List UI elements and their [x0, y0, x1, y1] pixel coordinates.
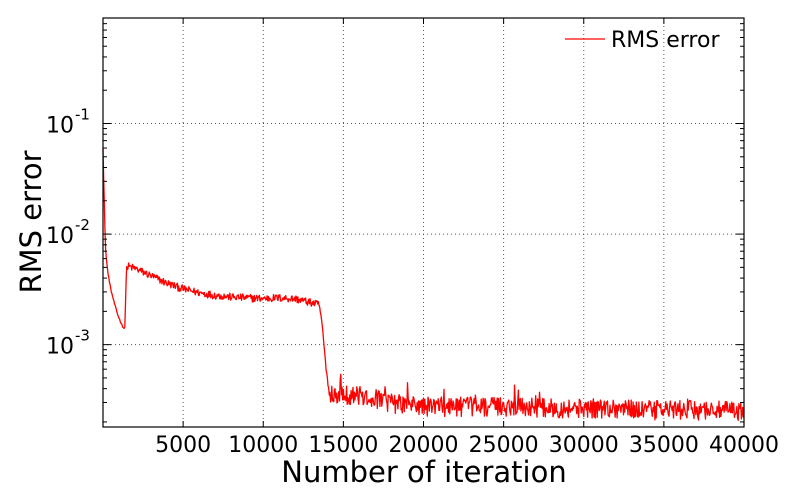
x-axis-label: Number of iteration: [281, 455, 566, 489]
x-tick-label: 35000: [629, 433, 699, 458]
y-axis-label: RMS error: [14, 150, 48, 293]
y-tick-exponent: -3: [75, 327, 90, 345]
y-tick-labels: 10-110-210-3: [46, 106, 90, 360]
legend: RMS error: [565, 28, 720, 53]
x-tick-label: 30000: [549, 433, 619, 458]
x-tick-label: 40000: [709, 433, 779, 458]
legend-label-rms-error: RMS error: [611, 28, 720, 53]
x-tick-label: 20000: [389, 433, 459, 458]
x-tick-label: 5000: [155, 433, 211, 458]
x-tick-labels: 5000 10000 15000 20000 25000 30000 35000 40000: [155, 433, 779, 458]
x-tick-label: 10000: [228, 433, 298, 458]
y-tick-label: 10: [46, 114, 74, 139]
series-line-rms-error: [102, 148, 745, 421]
ticks: [103, 18, 745, 427]
y-tick-exponent: -2: [75, 216, 90, 234]
y-tick-label: 10: [46, 224, 74, 249]
y-tick-exponent: -1: [75, 106, 90, 124]
x-tick-label: 15000: [308, 433, 378, 458]
grid-lines: [103, 18, 744, 427]
series-layer: [102, 148, 745, 421]
x-tick-label: 25000: [469, 433, 539, 458]
y-tick-label: 10: [46, 335, 74, 360]
